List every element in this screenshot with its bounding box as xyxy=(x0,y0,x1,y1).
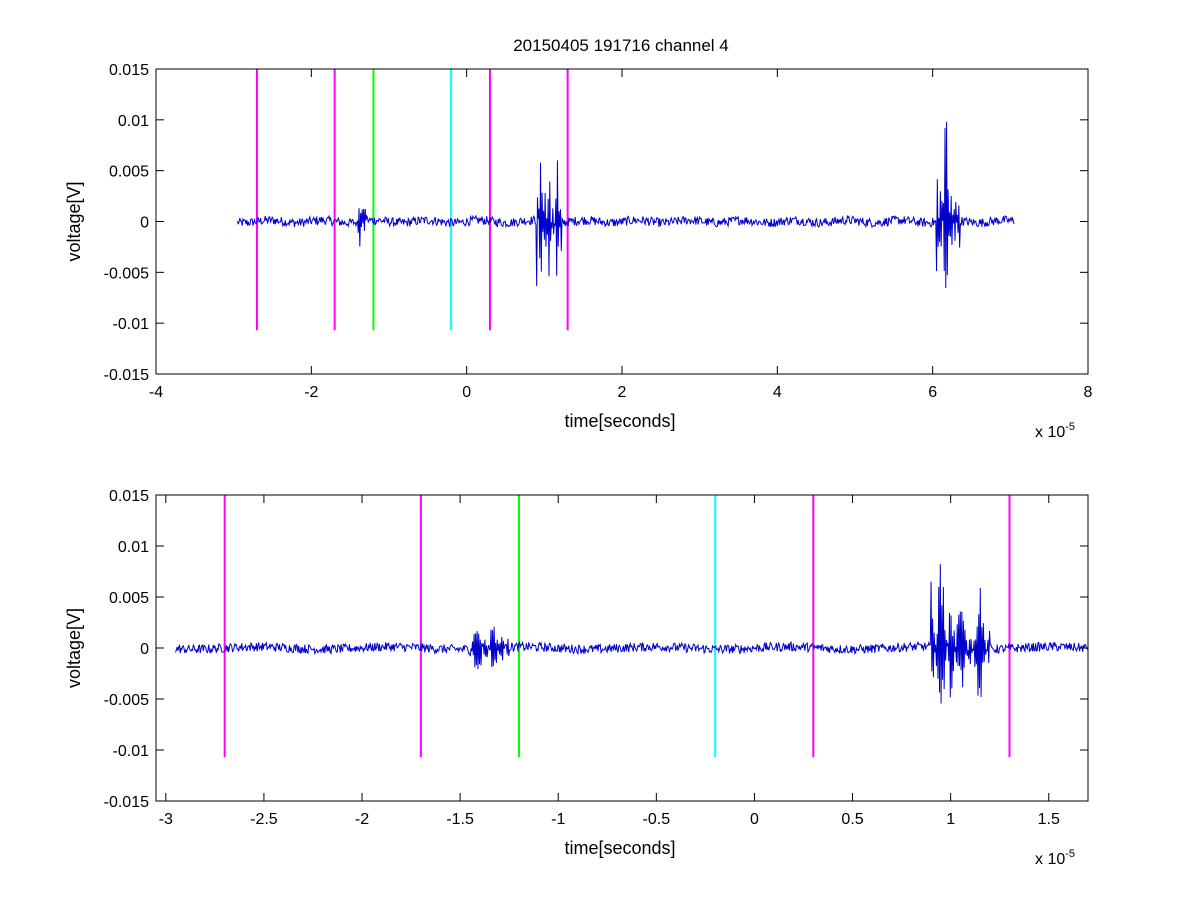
y-tick-label: -0.015 xyxy=(104,367,149,384)
top-x-multiplier-exp: -5 xyxy=(1065,421,1075,433)
x-tick-label: -2 xyxy=(304,384,318,401)
y-tick-label: -0.005 xyxy=(104,692,149,709)
x-tick-label: -2 xyxy=(355,811,369,828)
top-vertical-markers xyxy=(255,69,569,331)
x-tick-label: 6 xyxy=(928,384,937,401)
bottom-x-multiplier: x 10-5 xyxy=(1035,848,1075,868)
top-x-tick-labels: -4 -2 0 2 4 6 8 xyxy=(149,384,1093,401)
y-tick-label: 0.01 xyxy=(118,113,149,130)
bottom-x-tick-labels: -3 -2.5 -2 -1.5 -1 -0.5 0 0.5 1 1.5 xyxy=(159,811,1060,828)
y-tick-label: 0.005 xyxy=(109,590,149,607)
x-tick-label: -1.5 xyxy=(446,811,474,828)
top-y-axis-label: voltage[V] xyxy=(64,181,84,261)
subplot-bottom: -3 -2.5 -2 -1.5 -1 -0.5 0 0.5 1 1.5 0.015 0.01 0.00… xyxy=(64,488,1089,868)
x-tick-label: -4 xyxy=(149,384,163,401)
y-tick-label: -0.005 xyxy=(104,265,149,282)
subplot-top: -4 -2 0 2 4 6 8 0.015 0.01 0.005 0 -0.005 -0.01 -0.0… xyxy=(64,62,1093,441)
bottom-ticks xyxy=(156,494,1088,802)
bottom-x-multiplier-base: x 10 xyxy=(1035,851,1065,868)
y-tick-label: -0.01 xyxy=(113,743,150,760)
bottom-signal-line xyxy=(175,564,1088,704)
x-tick-label: 0.5 xyxy=(841,811,863,828)
top-x-axis-label: time[seconds] xyxy=(564,411,675,431)
x-tick-label: 8 xyxy=(1084,384,1093,401)
y-tick-label: 0.01 xyxy=(118,539,149,556)
y-tick-label: 0 xyxy=(140,215,149,232)
bottom-y-axis-label: voltage[V] xyxy=(64,608,84,688)
top-plot-clip xyxy=(237,121,1015,289)
y-tick-label: 0.015 xyxy=(109,62,149,79)
x-tick-label: 0 xyxy=(750,811,759,828)
x-tick-label: 1.5 xyxy=(1038,811,1060,828)
x-tick-label: -3 xyxy=(159,811,173,828)
y-tick-label: 0.005 xyxy=(109,164,149,181)
x-tick-label: -1 xyxy=(551,811,565,828)
bottom-x-multiplier-exp: -5 xyxy=(1065,848,1075,860)
y-tick-label: 0.015 xyxy=(109,488,149,505)
bottom-y-tick-labels: 0.015 0.01 0.005 0 -0.005 -0.01 -0.015 xyxy=(104,488,149,811)
bottom-plot-clip xyxy=(175,564,1088,704)
x-tick-label: -2.5 xyxy=(250,811,278,828)
x-tick-label: 4 xyxy=(773,384,782,401)
x-tick-label: 0 xyxy=(462,384,471,401)
top-x-multiplier-base: x 10 xyxy=(1035,424,1065,441)
top-signal-line xyxy=(237,121,1015,289)
top-y-tick-labels: 0.015 0.01 0.005 0 -0.005 -0.01 -0.015 xyxy=(104,62,149,384)
chart-title: 20150405 191716 channel 4 xyxy=(513,36,729,55)
y-tick-label: -0.01 xyxy=(113,316,150,333)
x-tick-label: 2 xyxy=(618,384,627,401)
bottom-x-axis-label: time[seconds] xyxy=(564,838,675,858)
top-ticks xyxy=(155,68,1089,375)
y-tick-label: -0.015 xyxy=(104,794,149,811)
y-tick-label: 0 xyxy=(140,641,149,658)
top-x-multiplier: x 10-5 xyxy=(1035,421,1075,441)
x-tick-label: 1 xyxy=(946,811,955,828)
x-tick-label: -0.5 xyxy=(643,811,671,828)
bottom-vertical-markers xyxy=(223,495,1011,758)
